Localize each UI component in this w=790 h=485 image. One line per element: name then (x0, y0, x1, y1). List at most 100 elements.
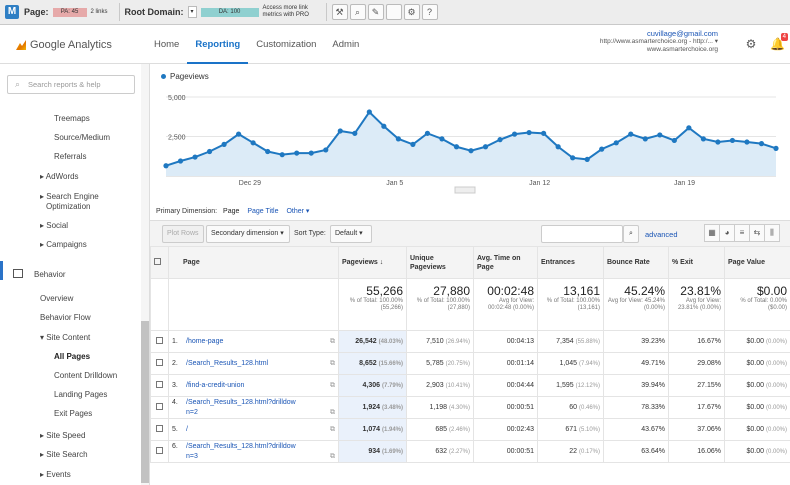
bar-view-icon[interactable]: ≡ (734, 224, 750, 242)
open-link-icon[interactable]: ⧉ (330, 337, 335, 345)
magnifier-icon[interactable]: ⌕ (349, 4, 366, 20)
col-page-value[interactable]: Page Value (724, 246, 790, 279)
sidebar-item-social[interactable]: ▸ Social (40, 221, 69, 230)
open-link-icon[interactable]: ⧉ (330, 359, 335, 367)
page-cell[interactable]: 1./home-page ⧉ (168, 330, 339, 353)
nav-reporting[interactable]: Reporting (187, 25, 249, 64)
col-exit[interactable]: % Exit (668, 246, 725, 279)
pie-view-icon[interactable]: ◕ (719, 224, 735, 242)
sidebar-item-behavior-flow[interactable]: Behavior Flow (40, 313, 91, 322)
pencil-icon[interactable]: ✎ (367, 4, 384, 20)
sidebar-scrollbar-track[interactable] (141, 64, 149, 485)
nav-home[interactable]: Home (154, 39, 180, 50)
row-checkbox-cell[interactable] (150, 418, 169, 441)
row-checkbox-cell[interactable] (150, 352, 169, 375)
open-link-icon[interactable]: ⧉ (330, 425, 335, 433)
select-all-checkbox[interactable] (154, 258, 161, 265)
page-value-cell: $0.00 (0.00%) (724, 440, 790, 463)
row-checkbox[interactable] (156, 359, 163, 366)
sidebar-item-site-content[interactable]: ▾ Site Content (40, 333, 91, 342)
page-cell[interactable]: 3./find-a-credit-union ⧉ (168, 374, 339, 397)
secondary-dimension-dropdown[interactable]: Secondary dimension ▾ (206, 225, 290, 243)
data-point (570, 155, 576, 161)
open-link-icon[interactable]: ⧉ (330, 381, 335, 389)
page-cell[interactable]: 6./Search_Results_128.html?drilldow n=3 ⧉ (168, 440, 339, 463)
blank-box-icon[interactable] (385, 4, 402, 20)
grid-view-icon[interactable]: ▦ (704, 224, 720, 242)
page-cell[interactable]: 4./Search_Results_128.html?drilldow n=2 ⧉ (168, 396, 339, 419)
nav-customization[interactable]: Customization (256, 39, 317, 50)
open-link-icon[interactable]: ⧉ (330, 408, 335, 416)
row-checkbox-cell[interactable] (150, 440, 169, 463)
dimension-page[interactable]: Page (223, 208, 240, 215)
sidebar-item-site-search[interactable]: ▸ Site Search (40, 450, 88, 459)
sidebar-item-site-speed[interactable]: ▸ Site Speed (40, 431, 86, 440)
row-checkbox-cell[interactable] (150, 330, 169, 353)
row-checkbox[interactable] (156, 381, 163, 388)
settings-gear-icon[interactable]: ⚙ (745, 37, 757, 51)
ga-logo[interactable]: Google Analytics (16, 39, 112, 51)
primary-dimension-row: Primary Dimension: Page Page Title Other… (156, 207, 309, 215)
col-page[interactable]: Page (168, 246, 339, 279)
sidebar-item-seo[interactable]: ▸ Search Engine Optimization (40, 192, 99, 211)
col-avg-time[interactable]: Avg. Time on Page (473, 246, 538, 279)
help-icon[interactable]: ? (421, 4, 438, 20)
row-checkbox[interactable] (156, 425, 163, 432)
gear-icon[interactable]: ⚙ (403, 4, 420, 20)
col-pageviews[interactable]: Pageviews ↓ (338, 246, 407, 279)
compare-view-icon[interactable]: ⇆ (749, 224, 765, 242)
moz-logo[interactable]: M (5, 5, 19, 19)
data-point (236, 131, 242, 137)
row-checkbox[interactable] (156, 337, 163, 344)
row-checkbox[interactable] (156, 403, 163, 410)
row-checkbox[interactable] (156, 447, 163, 454)
account-selector[interactable]: cuvillage@gmail.com http://www.asmarterc… (600, 30, 718, 54)
wrench-icon[interactable]: ⚒ (331, 4, 348, 20)
search-input[interactable]: ⌕ Search reports & help (7, 75, 135, 94)
sidebar-item-adwords[interactable]: ▸ AdWords (40, 172, 79, 181)
sidebar-item-events[interactable]: ▸ Events (40, 470, 71, 479)
sidebar-item-all-pages[interactable]: All Pages (54, 352, 91, 361)
table-filter-input[interactable] (541, 225, 623, 243)
open-link-icon[interactable]: ⧉ (330, 452, 335, 460)
sidebar-item-behavior[interactable]: Behavior (34, 270, 66, 279)
nav-admin[interactable]: Admin (332, 39, 360, 50)
chart-resize-handle (454, 186, 476, 194)
sort-type-dropdown[interactable]: Default ▾ (330, 225, 372, 243)
advanced-link[interactable]: advanced (645, 230, 678, 239)
table-search-icon[interactable]: ⌕ (623, 225, 639, 243)
entrances-cell: 22 (0.17%) (537, 440, 604, 463)
sidebar-item-overview[interactable]: Overview (40, 294, 74, 303)
total-exit: 23.81% Avg for View: 23.81% (0.00%) (668, 278, 725, 331)
data-point (744, 139, 750, 145)
dimension-page-title[interactable]: Page Title (247, 208, 279, 215)
sidebar-item-referrals[interactable]: Referrals (54, 152, 87, 161)
sidebar-item-campaigns[interactable]: ▸ Campaigns (40, 240, 87, 249)
row-checkbox-cell[interactable] (150, 374, 169, 397)
data-point (657, 132, 663, 138)
plot-rows-button[interactable]: Plot Rows (162, 225, 204, 243)
col-entrances[interactable]: Entrances (537, 246, 604, 279)
dimension-other[interactable]: Other ▾ (286, 208, 310, 215)
sparkline-view-icon[interactable]: ⫼ (764, 224, 780, 242)
page-cell[interactable]: 2./Search_Results_128.html ⧉ (168, 352, 339, 375)
pro-text[interactable]: Access more link metrics with PRO (262, 5, 309, 18)
y-tick-label: 5,000 (168, 95, 186, 102)
sidebar-item-landing-pages[interactable]: Landing Pages (54, 390, 108, 399)
select-all-cell[interactable] (150, 246, 169, 279)
sidebar-item-treemaps[interactable]: Treemaps (54, 114, 90, 123)
root-domain-dropdown[interactable]: ▾ (187, 6, 197, 18)
data-point (250, 140, 256, 146)
avg-time-cell: 00:01:14 (473, 352, 538, 375)
page-cell[interactable]: 5. / ⧉ (168, 418, 339, 441)
sidebar-item-exit-pages[interactable]: Exit Pages (54, 409, 93, 418)
col-unique-pageviews[interactable]: Unique Pageviews (406, 246, 474, 279)
sidebar-item-source-medium[interactable]: Source/Medium (54, 133, 111, 142)
data-point (206, 148, 213, 155)
col-bounce-rate[interactable]: Bounce Rate (603, 246, 669, 279)
row-checkbox-cell[interactable] (150, 396, 169, 419)
sidebar-item-content-drilldown[interactable]: Content Drilldown (54, 371, 118, 380)
sidebar-scrollbar-thumb[interactable] (141, 321, 149, 483)
notifications-bell-icon[interactable]: 🔔 4 (770, 33, 788, 51)
table-row: 2./Search_Results_128.html ⧉ 8,652 (15.66… (150, 352, 790, 375)
